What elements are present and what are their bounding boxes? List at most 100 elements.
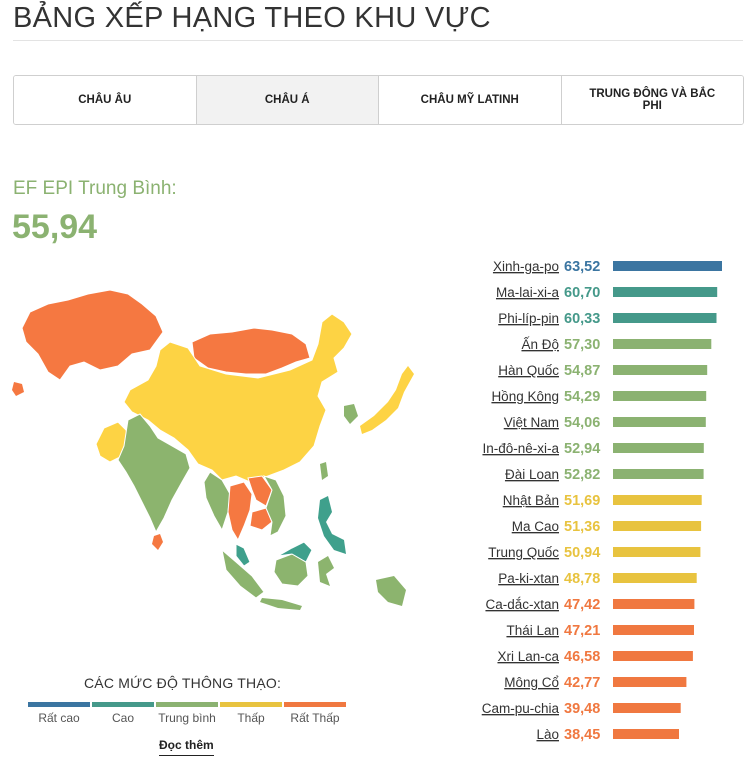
bar-label[interactable]: Pa-ki-xtan — [498, 571, 559, 586]
map-region-cambodia[interactable] — [249, 507, 273, 531]
legend-label: Rất Thấp — [290, 711, 340, 725]
legend-item-high: Cao — [92, 702, 154, 725]
bar — [613, 261, 722, 271]
bar-value-label: 39,48 — [564, 701, 600, 717]
region-tabs: CHÂU ÂU CHÂU Á CHÂU MỸ LATINH TRUNG ĐÔNG… — [13, 75, 744, 125]
legend-swatch — [220, 702, 282, 707]
map-region-borneo-malaysia[interactable] — [277, 541, 313, 563]
map-region-china[interactable] — [123, 313, 353, 483]
legend-swatch — [28, 702, 90, 707]
tab-middle-east-north-africa[interactable]: TRUNG ĐÔNG VÀ BẮC PHI — [561, 76, 743, 124]
bar-label[interactable]: Đài Loan — [505, 467, 559, 482]
bar-label[interactable]: Lào — [536, 727, 559, 742]
bar — [613, 339, 712, 349]
map-region-taiwan[interactable] — [320, 462, 328, 480]
map-region-vietnam[interactable] — [262, 475, 287, 537]
bar-value-label: 60,70 — [564, 285, 600, 301]
bar-label[interactable]: Nhật Bản — [503, 493, 559, 508]
tab-asia[interactable]: CHÂU Á — [196, 76, 379, 124]
bar-label[interactable]: Trung Quốc — [488, 545, 559, 560]
bar-value-label: 52,94 — [564, 441, 600, 457]
bar-value-label: 47,21 — [564, 623, 600, 639]
bar-label[interactable]: Ca-dắc-xtan — [485, 597, 559, 612]
bar — [613, 703, 681, 713]
map-region-korea[interactable] — [344, 404, 358, 424]
bar-value-label: 54,29 — [564, 389, 600, 405]
map-region-malaysia-peninsula[interactable] — [235, 543, 251, 567]
bar-label[interactable]: Cam-pu-chia — [482, 701, 560, 716]
bar — [613, 651, 693, 661]
bar-value-label: 52,82 — [564, 467, 600, 483]
bar — [613, 417, 706, 427]
bar-label[interactable]: Thái Lan — [506, 623, 559, 638]
bar-label[interactable]: Hồng Kông — [491, 389, 559, 404]
legend-swatch — [284, 702, 346, 707]
legend-label: Rất cao — [38, 711, 80, 725]
map-region-sri-lanka[interactable] — [152, 534, 163, 550]
bar-label[interactable]: Ấn Độ — [521, 337, 559, 352]
bar-value-label: 42,77 — [564, 675, 600, 691]
bar-value-label: 51,36 — [564, 519, 600, 535]
legend-swatch — [156, 702, 218, 707]
legend-item-moderate: Trung bình — [156, 702, 218, 725]
tab-europe[interactable]: CHÂU ÂU — [14, 76, 197, 124]
map-region-laos[interactable] — [247, 475, 273, 507]
bar-label[interactable]: Việt Nam — [504, 415, 559, 430]
bar-value-label: 38,45 — [564, 727, 600, 743]
bar — [613, 495, 702, 505]
map-region-japan[interactable] — [360, 366, 414, 434]
bar-value-label: 51,69 — [564, 493, 600, 509]
bar — [613, 599, 695, 609]
bar — [613, 469, 704, 479]
map-region-philippines[interactable] — [318, 496, 346, 554]
bar-label[interactable]: Ma Cao — [512, 519, 559, 534]
legend-item-very-low: Rất Thấp — [284, 702, 346, 725]
bar — [613, 287, 718, 297]
bar-value-label: 63,52 — [564, 259, 600, 275]
bar — [613, 729, 679, 739]
bar-value-label: 46,58 — [564, 649, 600, 665]
bar-label[interactable]: Ma-lai-xi-a — [496, 285, 559, 300]
legend-label: Thấp — [237, 711, 265, 725]
bar-label[interactable]: In-đô-nê-xi-a — [482, 441, 559, 456]
bar — [613, 547, 701, 557]
bar-value-label: 60,33 — [564, 311, 600, 327]
asia-map — [12, 289, 414, 610]
bar — [613, 313, 717, 323]
legend-title: CÁC MỨC ĐỘ THÔNG THẠO: — [84, 675, 282, 691]
map-region-thailand[interactable] — [227, 481, 253, 542]
map-region-java[interactable] — [260, 598, 302, 610]
map-region-kazakhstan[interactable] — [21, 289, 164, 381]
legend-label: Cao — [111, 711, 134, 725]
bar — [613, 625, 694, 635]
read-more-link[interactable]: Đọc thêm — [159, 738, 214, 756]
map-region-india[interactable] — [117, 413, 191, 534]
bar-label[interactable]: Xri Lan-ca — [497, 649, 559, 664]
bar-label[interactable]: Xinh-ga-po — [493, 259, 559, 274]
title-divider — [13, 40, 743, 41]
bar-value-label: 48,78 — [564, 571, 600, 587]
map-region-west-coast — [12, 382, 24, 396]
page-title: BẢNG XẾP HẠNG THEO KHU VỰC — [13, 2, 491, 34]
bar — [613, 365, 708, 375]
bar — [613, 573, 697, 583]
bar-label[interactable]: Mông Cổ — [504, 675, 559, 690]
bar-value-label: 50,94 — [564, 545, 600, 561]
legend-swatch — [92, 702, 154, 707]
average-label: EF EPI Trung Bình: — [13, 178, 177, 199]
map-region-mongolia[interactable] — [191, 327, 311, 375]
legend-item-very-high: Rất cao — [28, 702, 90, 725]
bar-label[interactable]: Hàn Quốc — [498, 363, 559, 378]
bar-value-label: 47,42 — [564, 597, 600, 613]
proficiency-legend: Rất cao Cao Trung bình Thấp Rất Thấp — [28, 702, 346, 725]
bar-label[interactable]: Phi-líp-pin — [498, 311, 559, 326]
legend-item-low: Thấp — [220, 702, 282, 725]
tab-latin-america[interactable]: CHÂU MỸ LATINH — [379, 76, 562, 124]
map-region-sumatra[interactable] — [221, 548, 265, 599]
map-region-papua[interactable] — [376, 576, 406, 606]
bar-value-label: 54,87 — [564, 363, 600, 379]
bar — [613, 677, 687, 687]
bar-value-label: 54,06 — [564, 415, 600, 431]
map-region-sulawesi[interactable] — [318, 556, 334, 586]
